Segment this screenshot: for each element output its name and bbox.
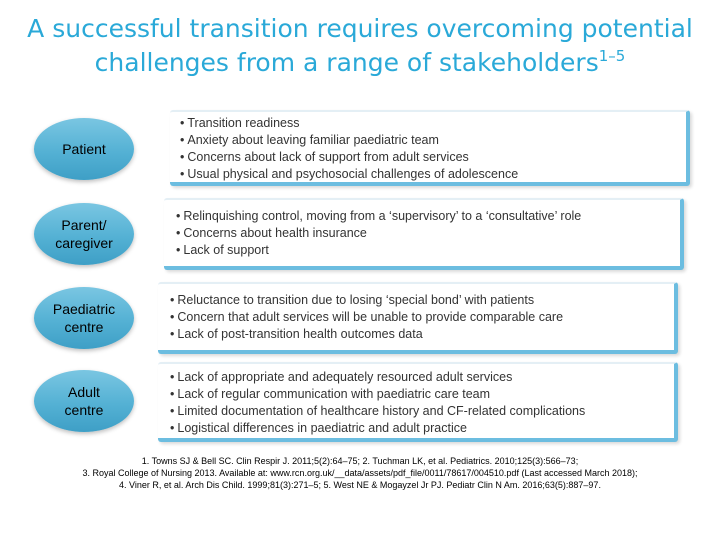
references: 1. Towns SJ & Bell SC. Clin Respir J. 20…: [0, 455, 720, 491]
stakeholder-oval-paediatric-centre: Paediatric centre: [34, 287, 134, 349]
challenge-item: Lack of appropriate and adequately resou…: [170, 369, 674, 386]
challenge-item: Lack of post-transition health outcomes …: [170, 326, 674, 343]
stakeholder-label-line: centre: [64, 402, 104, 418]
stakeholder-label: Paediatric centre: [53, 300, 115, 336]
challenge-item: Usual physical and psychosocial challeng…: [180, 166, 686, 183]
challenge-item: Concerns about health insurance: [176, 225, 680, 242]
reference-line: 1. Towns SJ & Bell SC. Clin Respir J. 20…: [141, 456, 579, 466]
title-line-1: A successful transition requires overcom…: [27, 14, 693, 43]
stakeholder-oval-parent-caregiver: Parent/ caregiver: [34, 203, 134, 265]
stakeholder-oval-patient: Patient: [34, 118, 134, 180]
challenge-item: Concerns about lack of support from adul…: [180, 149, 686, 166]
challenge-item: Logistical differences in paediatric and…: [170, 420, 674, 437]
challenge-item: Relinquishing control, moving from a ‘su…: [176, 208, 680, 225]
reference-line: 3. Royal College of Nursing 2013. Availa…: [82, 468, 638, 478]
reference-line: 4. Viner R, et al. Arch Dis Child. 1999;…: [119, 480, 601, 490]
stakeholder-label-line: Paediatric: [52, 301, 116, 317]
slide-title: A successful transition requires overcom…: [0, 12, 720, 80]
stakeholder-label: Adult centre: [65, 383, 104, 419]
challenges-box-paediatric-centre: Reluctance to transition due to losing ‘…: [158, 282, 678, 354]
stakeholder-label-line: Parent/: [61, 217, 107, 233]
stakeholder-label: Parent/ caregiver: [55, 216, 113, 252]
challenges-box-parent-caregiver: Relinquishing control, moving from a ‘su…: [164, 198, 684, 270]
stakeholder-label-line: caregiver: [55, 235, 113, 251]
stakeholder-label: Patient: [62, 141, 106, 157]
challenge-item: Lack of support: [176, 242, 680, 259]
challenges-box-patient: Transition readiness Anxiety about leavi…: [170, 110, 690, 186]
stakeholder-oval-adult-centre: Adult centre: [34, 370, 134, 432]
challenge-item: Lack of regular communication with paedi…: [170, 386, 674, 403]
challenges-box-adult-centre: Lack of appropriate and adequately resou…: [158, 362, 678, 442]
title-line-2-text: challenges from a range of stakeholders: [94, 48, 599, 77]
challenge-item: Anxiety about leaving familiar paediatri…: [180, 132, 686, 149]
challenge-item: Transition readiness: [180, 115, 686, 132]
title-citation: 1–5: [598, 47, 626, 65]
challenge-item: Reluctance to transition due to losing ‘…: [170, 292, 674, 309]
stakeholder-label-line: Adult: [68, 384, 100, 400]
challenge-item: Limited documentation of healthcare hist…: [170, 403, 674, 420]
challenge-item: Concern that adult services will be unab…: [170, 309, 674, 326]
title-line-2: challenges from a range of stakeholders1…: [0, 46, 720, 80]
stakeholder-label-line: centre: [64, 319, 104, 335]
